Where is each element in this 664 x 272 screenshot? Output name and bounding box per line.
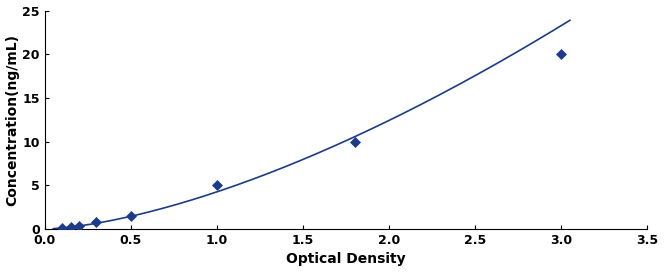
Y-axis label: Concentration(ng/mL): Concentration(ng/mL)	[5, 34, 19, 206]
X-axis label: Optical Density: Optical Density	[286, 252, 406, 267]
